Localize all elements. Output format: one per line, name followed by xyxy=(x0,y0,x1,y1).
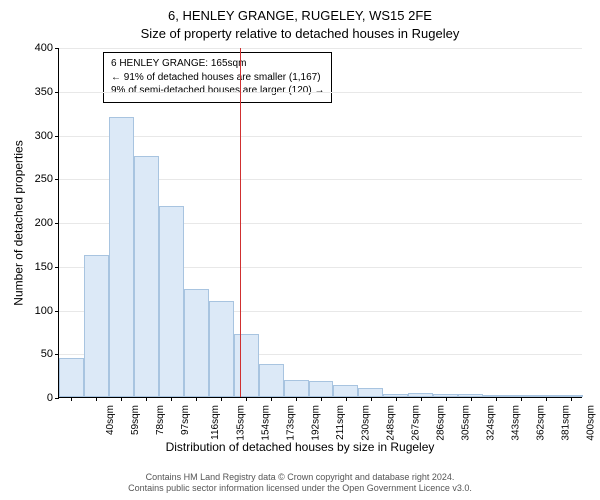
histogram-bar xyxy=(84,255,109,397)
x-tick-label: 400sqm xyxy=(585,405,596,441)
x-tick-label: 211sqm xyxy=(335,405,346,440)
annotation-line1: 6 HENLEY GRANGE: 165sqm xyxy=(111,57,324,71)
histogram-bar xyxy=(259,364,284,397)
x-tick-label: 324sqm xyxy=(485,405,496,441)
y-tick-label: 150 xyxy=(35,261,59,273)
x-tick-label: 135sqm xyxy=(236,405,247,441)
x-tick-label: 78sqm xyxy=(155,405,166,435)
x-tick-mark xyxy=(421,397,422,401)
x-axis-label: Distribution of detached houses by size … xyxy=(0,440,600,454)
x-tick-label: 343sqm xyxy=(510,405,521,441)
y-tick-label: 350 xyxy=(35,86,59,98)
histogram-bar xyxy=(234,334,259,397)
footer-line2: Contains public sector information licen… xyxy=(0,483,600,494)
x-tick-mark xyxy=(321,397,322,401)
gridline xyxy=(59,136,582,137)
x-tick-mark xyxy=(71,397,72,401)
x-tick-mark xyxy=(521,397,522,401)
y-axis-label: Number of detached properties xyxy=(12,48,26,398)
x-tick-mark xyxy=(496,397,497,401)
x-tick-mark xyxy=(346,397,347,401)
annotation-line2: ← 91% of detached houses are smaller (1,… xyxy=(111,71,324,85)
x-tick-mark xyxy=(221,397,222,401)
x-tick-mark xyxy=(96,397,97,401)
x-tick-mark xyxy=(246,397,247,401)
x-tick-mark xyxy=(196,397,197,401)
plot-area: 6 HENLEY GRANGE: 165sqm ← 91% of detache… xyxy=(58,48,582,398)
histogram-bar xyxy=(109,117,134,397)
gridline xyxy=(59,48,582,49)
x-tick-mark xyxy=(446,397,447,401)
x-tick-label: 286sqm xyxy=(435,405,446,441)
x-tick-label: 305sqm xyxy=(460,405,471,441)
histogram-bar xyxy=(184,289,209,397)
footer-line1: Contains HM Land Registry data © Crown c… xyxy=(0,472,600,483)
x-tick-label: 362sqm xyxy=(535,405,546,441)
chart-title-description: Size of property relative to detached ho… xyxy=(0,26,600,41)
property-marker-line xyxy=(240,48,241,397)
x-tick-label: 154sqm xyxy=(261,405,272,441)
x-tick-label: 116sqm xyxy=(210,405,221,440)
y-tick-label: 50 xyxy=(41,348,59,360)
histogram-bar xyxy=(358,388,383,397)
x-tick-mark xyxy=(271,397,272,401)
histogram-bar xyxy=(134,156,159,397)
annotation-box: 6 HENLEY GRANGE: 165sqm ← 91% of detache… xyxy=(103,52,332,103)
x-tick-mark xyxy=(546,397,547,401)
y-tick-label: 200 xyxy=(35,217,59,229)
x-tick-label: 59sqm xyxy=(130,405,141,435)
x-tick-label: 173sqm xyxy=(286,405,297,441)
x-tick-mark xyxy=(171,397,172,401)
y-tick-label: 300 xyxy=(35,130,59,142)
x-tick-label: 267sqm xyxy=(410,405,421,441)
x-tick-mark xyxy=(571,397,572,401)
histogram-bar xyxy=(309,381,334,397)
y-tick-label: 100 xyxy=(35,305,59,317)
x-tick-mark xyxy=(146,397,147,401)
annotation-line3: 9% of semi-detached houses are larger (1… xyxy=(111,84,324,98)
x-tick-label: 40sqm xyxy=(105,405,116,435)
x-tick-label: 381sqm xyxy=(560,405,571,441)
histogram-bar xyxy=(333,385,358,397)
x-tick-mark xyxy=(471,397,472,401)
histogram-bar xyxy=(284,380,309,398)
histogram-bar xyxy=(209,301,234,397)
gridline xyxy=(59,92,582,93)
y-tick-label: 400 xyxy=(35,42,59,54)
histogram-bar xyxy=(59,358,84,397)
histogram-bar xyxy=(159,206,184,397)
y-tick-label: 0 xyxy=(47,392,59,404)
x-tick-mark xyxy=(296,397,297,401)
y-tick-label: 250 xyxy=(35,173,59,185)
x-tick-mark xyxy=(121,397,122,401)
x-tick-label: 97sqm xyxy=(180,405,191,435)
x-tick-label: 192sqm xyxy=(311,405,322,441)
x-tick-label: 230sqm xyxy=(361,405,372,441)
chart-title-address: 6, HENLEY GRANGE, RUGELEY, WS15 2FE xyxy=(0,8,600,23)
chart-container: 6, HENLEY GRANGE, RUGELEY, WS15 2FE Size… xyxy=(0,0,600,500)
x-tick-mark xyxy=(396,397,397,401)
x-tick-mark xyxy=(371,397,372,401)
footer-attribution: Contains HM Land Registry data © Crown c… xyxy=(0,472,600,495)
x-tick-label: 248sqm xyxy=(386,405,397,441)
